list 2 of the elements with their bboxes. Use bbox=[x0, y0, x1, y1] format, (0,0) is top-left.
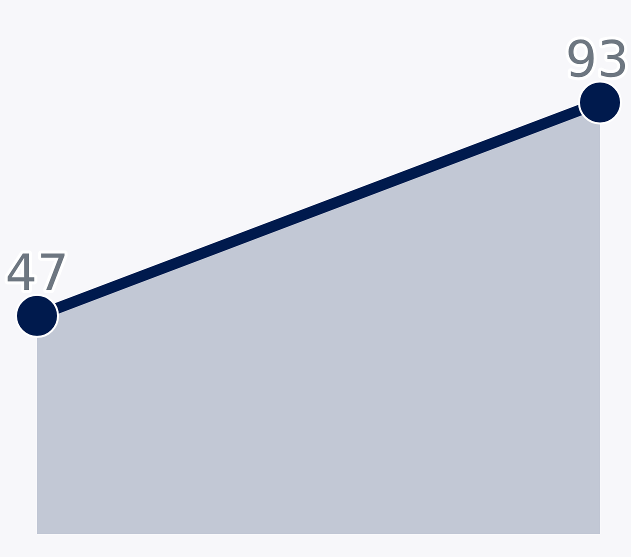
data-label: 93 bbox=[565, 30, 629, 88]
data-label: 47 bbox=[5, 244, 69, 302]
